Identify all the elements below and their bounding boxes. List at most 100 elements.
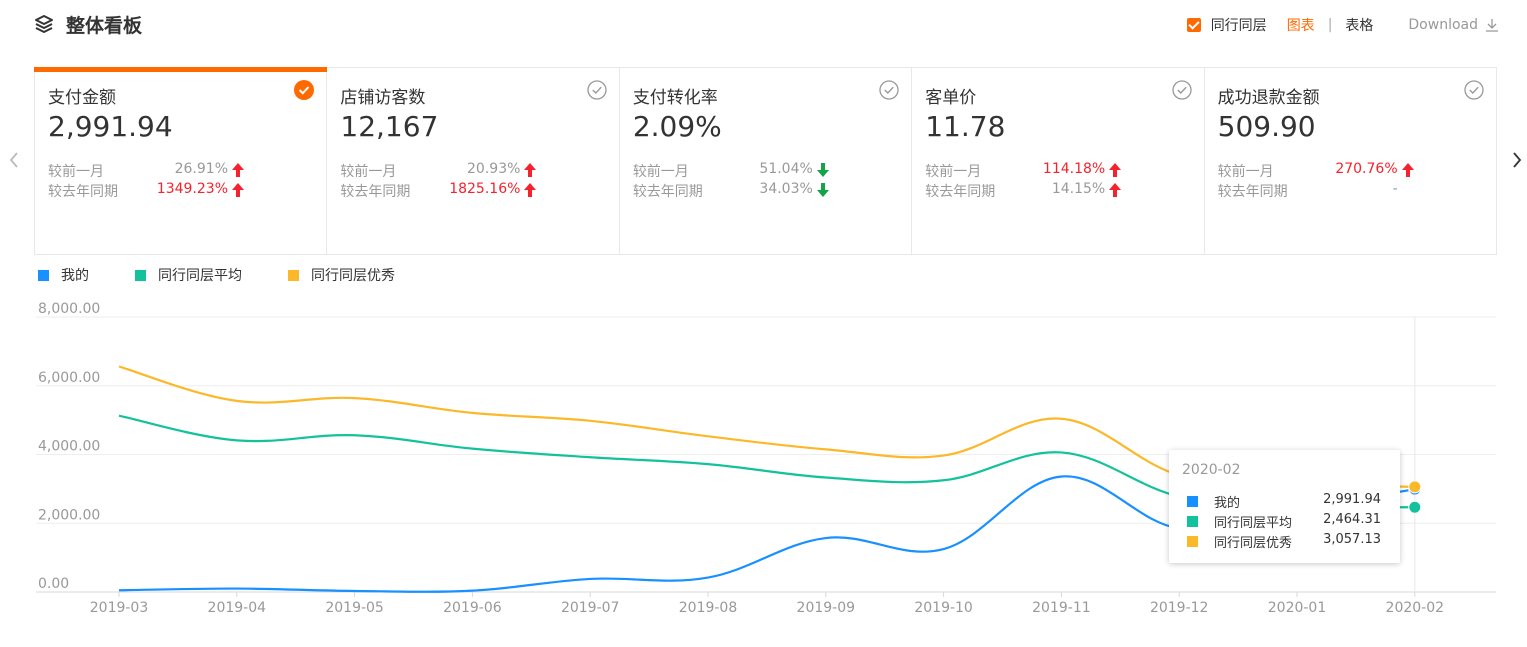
check-circle-filled-icon <box>294 80 315 100</box>
legend-label: 我的 <box>61 268 89 284</box>
arrow-down-icon <box>816 183 829 197</box>
x-tick-label: 2019-03 <box>90 600 149 616</box>
compare-prev-month: 较前一月 20.93% <box>340 161 540 180</box>
compare-percent: - <box>1392 181 1398 197</box>
chart-tooltip: 2020-02 我的 2,991.94 同行同层平均 2,464.31 同行同层… <box>1169 450 1400 563</box>
card-value: 12,167 <box>340 110 439 143</box>
arrow-down-icon <box>816 163 829 177</box>
check-circle-icon <box>1171 80 1192 100</box>
legend-item[interactable]: 我的 <box>38 265 89 285</box>
compare-prev-year: 较去年同期 34.03% <box>632 181 833 200</box>
check-circle-icon <box>879 80 899 100</box>
tooltip-value: 2,991.94 <box>1323 492 1381 507</box>
x-tick-label: 2019-11 <box>1032 600 1091 616</box>
compare-label: 较去年同期 <box>925 184 996 200</box>
view-chart-tab[interactable]: 图表 <box>1286 18 1315 34</box>
layers-icon <box>35 15 53 33</box>
compare-label: 较去年同期 <box>48 184 118 200</box>
download-icon <box>1486 19 1498 32</box>
compare-label: 较前一月 <box>632 164 689 180</box>
x-tick-label: 2019-09 <box>797 600 856 616</box>
card-value: 2,991.94 <box>48 110 173 143</box>
peer-checkbox-label[interactable]: 同行同层 <box>1210 18 1267 34</box>
y-tick-label: 8,000.00 <box>38 301 100 317</box>
compare-prev-year: 较去年同期 1825.16% <box>340 181 540 200</box>
view-table-tab[interactable]: 表格 <box>1345 18 1374 34</box>
compare-prev-year: 较去年同期 14.15% <box>925 181 1125 200</box>
view-separator: | <box>1327 17 1333 33</box>
legend-label: 同行同层优秀 <box>311 268 395 284</box>
tooltip-swatch <box>1187 496 1198 507</box>
arrow-up-icon <box>524 183 537 197</box>
compare-percent: 270.76% <box>1335 161 1398 177</box>
y-tick-label: 2,000.00 <box>38 507 100 523</box>
tooltip-swatch <box>1187 516 1198 527</box>
x-tick-label: 2020-02 <box>1386 600 1445 616</box>
compare-prev-month: 较前一月 51.04% <box>632 161 833 180</box>
x-tick-label: 2019-08 <box>679 600 738 616</box>
metric-cards: 支付金额 2,991.94 较前一月 26.91% 较去年同期 1349.23%… <box>33 67 1497 255</box>
compare-prev-month: 较前一月 114.18% <box>925 161 1125 180</box>
arrow-up-icon <box>1109 183 1122 197</box>
compare-prev-month: 较前一月 26.91% <box>48 161 248 180</box>
chevron-left-icon[interactable] <box>6 150 22 170</box>
card-value: 509.90 <box>1217 110 1316 143</box>
tooltip-value: 2,464.31 <box>1323 512 1381 527</box>
card-title: 成功退款金额 <box>1217 88 1320 108</box>
tooltip-series-name: 同行同层优秀 <box>1214 536 1293 551</box>
download-label: Download <box>1408 17 1478 33</box>
x-tick-label: 2020-01 <box>1268 600 1327 616</box>
x-tick-label: 2019-12 <box>1150 600 1209 616</box>
tooltip-row: 同行同层平均 2,464.31 <box>1187 512 1389 531</box>
card-value: 11.78 <box>925 110 1006 143</box>
tooltip-row: 我的 2,991.94 <box>1187 492 1389 511</box>
compare-percent: 1825.16% <box>449 181 521 197</box>
y-tick-label: 4,000.00 <box>38 439 100 455</box>
compare-label: 较去年同期 <box>632 184 703 200</box>
metric-card-conversion-rate[interactable]: 支付转化率 2.09% 较前一月 51.04% 较去年同期 34.03% <box>620 68 913 254</box>
legend-swatch <box>135 269 146 281</box>
metric-card-avg-order-value[interactable]: 客单价 11.78 较前一月 114.18% 较去年同期 14.15% <box>912 68 1205 254</box>
tooltip-series-name: 我的 <box>1214 496 1241 511</box>
peer-checkbox[interactable] <box>1186 18 1201 32</box>
tooltip-swatch <box>1187 536 1198 547</box>
header: 整体看板 同行同层 图表 | 表格 Download <box>0 0 1527 50</box>
compare-percent: 20.93% <box>467 161 521 177</box>
arrow-up-icon <box>232 183 244 197</box>
check-circle-icon <box>587 80 607 100</box>
card-title: 店铺访客数 <box>340 88 426 108</box>
compare-percent: 114.18% <box>1042 161 1106 177</box>
metric-card-pay-amount[interactable]: 支付金额 2,991.94 较前一月 26.91% 较去年同期 1349.23% <box>33 67 328 254</box>
download-button[interactable]: Download <box>1408 17 1499 33</box>
x-tick-label: 2019-07 <box>561 600 620 616</box>
legend-swatch <box>38 269 49 281</box>
arrow-up-icon <box>1109 163 1122 177</box>
compare-prev-year: 较去年同期 - <box>1217 181 1418 200</box>
tooltip-series-name: 同行同层平均 <box>1214 516 1293 531</box>
compare-label: 较前一月 <box>48 164 104 180</box>
arrow-up-icon <box>1401 163 1414 177</box>
compare-label: 较去年同期 <box>340 184 411 200</box>
card-title: 支付金额 <box>48 88 116 108</box>
metric-card-refund-amount[interactable]: 成功退款金额 509.90 较前一月 270.76% 较去年同期 - <box>1205 68 1496 254</box>
card-value: 2.09% <box>632 110 722 143</box>
legend-item[interactable]: 同行同层优秀 <box>288 265 395 285</box>
compare-label: 较去年同期 <box>1217 184 1288 200</box>
legend-item[interactable]: 同行同层平均 <box>135 265 242 285</box>
compare-prev-year: 较去年同期 1349.23% <box>48 181 248 200</box>
legend-swatch <box>288 269 299 281</box>
tooltip-value: 3,057.13 <box>1323 532 1381 547</box>
y-tick-label: 0.00 <box>38 576 69 592</box>
y-tick-label: 6,000.00 <box>38 370 100 386</box>
metric-card-visitors[interactable]: 店铺访客数 12,167 较前一月 20.93% 较去年同期 1825.16% <box>327 68 620 254</box>
compare-percent: 1349.23% <box>156 181 228 197</box>
legend-label: 同行同层平均 <box>158 268 242 284</box>
compare-percent: 26.91% <box>174 161 228 177</box>
x-tick-label: 2019-05 <box>325 600 384 616</box>
chevron-right-icon[interactable] <box>1509 150 1525 170</box>
compare-label: 较前一月 <box>925 164 982 180</box>
compare-label: 较前一月 <box>1217 164 1274 180</box>
card-title: 支付转化率 <box>632 88 718 108</box>
tooltip-row: 同行同层优秀 3,057.13 <box>1187 532 1389 551</box>
